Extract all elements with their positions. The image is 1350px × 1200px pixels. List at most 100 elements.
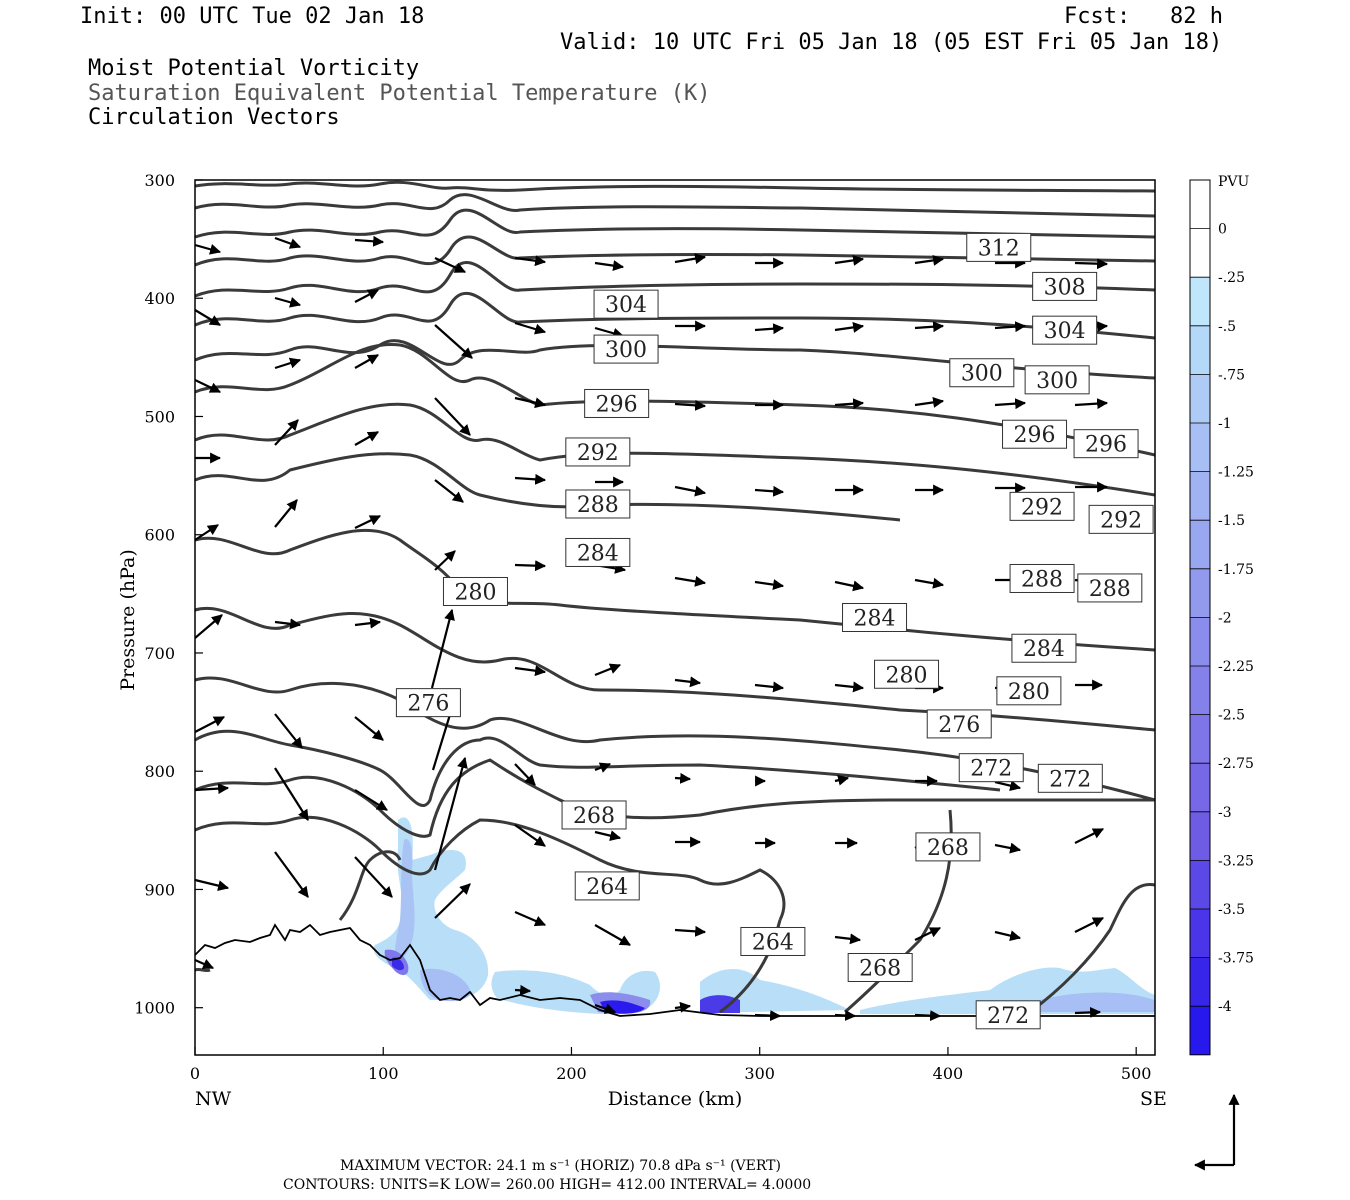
wind-vector (1074, 398, 1109, 410)
contour-label: 272 (1037, 763, 1103, 793)
wind-vector (594, 762, 612, 773)
wind-vector (194, 878, 230, 892)
wind-vector (594, 924, 631, 946)
contour-line (194, 815, 786, 921)
svg-text:300: 300 (961, 362, 1003, 387)
colorbar-label: -1.5 (1218, 513, 1245, 529)
wind-vector (354, 235, 385, 247)
contour-label: 288 (1009, 563, 1075, 593)
contours-note: CONTOURS: UNITS=K LOW= 260.00 HIGH= 412.… (283, 1177, 811, 1193)
colorbar-swatch (1190, 617, 1210, 666)
colorbar-swatch (1190, 957, 1210, 1007)
colorbar-label: -3.25 (1218, 853, 1254, 869)
y-tick-label: 300 (144, 171, 175, 190)
x-tick-label: 400 (933, 1064, 964, 1083)
svg-text:304: 304 (605, 293, 647, 318)
contour-label: 268 (915, 832, 981, 862)
contour-label: 300 (1024, 365, 1090, 395)
contour-label: 296 (1073, 429, 1139, 459)
colorbar-label: -2.75 (1218, 756, 1254, 772)
y-tick-label: 500 (144, 407, 175, 426)
svg-text:276: 276 (407, 692, 449, 717)
wind-vector (674, 399, 707, 411)
contour-labels: 312 308 304 304 300 300 300 296 296 296 292 292 292 2… (395, 232, 1154, 1030)
contour-label: 264 (574, 871, 640, 901)
contour-label: 276 (395, 688, 461, 718)
wind-vector (594, 830, 622, 842)
contour-label: 292 (1009, 491, 1075, 521)
wind-vector (434, 883, 471, 919)
wind-vector (514, 910, 547, 927)
svg-text:264: 264 (752, 930, 794, 955)
colorbar-swatch (1190, 520, 1210, 569)
wind-vector (834, 1010, 857, 1021)
contour-label: 268 (847, 953, 913, 982)
contour-line (194, 729, 1001, 807)
colorbar-swatch (1190, 909, 1210, 958)
colorbar-swatch (1190, 325, 1210, 375)
colorbar-swatch (1190, 1006, 1210, 1055)
wind-vector (194, 379, 221, 393)
colorbar-swatch (1190, 277, 1210, 326)
contour-line (194, 402, 1156, 497)
svg-text:284: 284 (577, 541, 619, 566)
wind-vector (514, 824, 546, 847)
contour-label: 304 (1032, 315, 1098, 345)
wind-vector (354, 716, 384, 741)
wind-vector (434, 397, 471, 436)
axes: 0 100 200 300 400 500 300 400 500 600 700 800 900 100… (134, 171, 1151, 1083)
y-tick-label: 400 (144, 289, 175, 308)
y-tick-label: 600 (144, 526, 175, 545)
wind-vector (994, 780, 1022, 792)
svg-text:288: 288 (1021, 567, 1063, 592)
colorbar-swatch (1190, 423, 1210, 472)
contour-line (194, 235, 1156, 267)
wind-vector (834, 254, 865, 266)
field-title-vectors: Circulation Vectors (88, 105, 340, 130)
x-axis-se-label: SE (1140, 1088, 1167, 1110)
wind-vector (594, 260, 625, 272)
colorbar-swatch (1190, 763, 1210, 812)
circulation-vectors (194, 235, 1109, 1022)
contour-label: 312 (966, 232, 1032, 262)
wind-vector (834, 933, 862, 945)
mpv-region (700, 995, 740, 1013)
wind-vector (194, 243, 222, 255)
wind-vector (834, 774, 850, 786)
colorbar-label: -2.5 (1218, 708, 1245, 724)
mpv-region (1040, 992, 1155, 1012)
wind-vector (994, 842, 1022, 854)
contour-label: 272 (958, 753, 1024, 783)
wind-vector (274, 296, 302, 308)
contour-line (194, 342, 1156, 457)
colorbar-label: 0 (1218, 222, 1227, 238)
contour-label: 268 (561, 800, 627, 830)
wind-vector (514, 665, 547, 677)
wind-vector (274, 419, 299, 446)
colorbar-swatch (1190, 228, 1210, 278)
wind-vector (354, 789, 388, 811)
svg-text:308: 308 (1044, 275, 1086, 300)
wind-vector (674, 925, 707, 937)
contour-line (194, 291, 1156, 340)
wind-vector (434, 324, 473, 359)
contour-line (194, 676, 1156, 802)
x-tick-label: 500 (1121, 1064, 1152, 1083)
svg-text:292: 292 (1021, 495, 1063, 520)
x-tick-label: 0 (190, 1064, 200, 1083)
wind-vector (194, 524, 219, 541)
contour-line (194, 452, 901, 522)
svg-text:268: 268 (927, 836, 969, 861)
wind-vector (354, 431, 379, 446)
colorbar-label: -3.5 (1218, 902, 1245, 918)
wind-vector (914, 321, 945, 333)
colorbar-label: -4 (1218, 999, 1232, 1015)
contour-line (338, 850, 402, 921)
contour-line (194, 208, 1156, 239)
wind-vector (754, 1010, 782, 1022)
wind-vector (674, 485, 707, 497)
contour-label: 292 (565, 437, 631, 467)
svg-text:268: 268 (859, 957, 901, 982)
wind-vector (1074, 828, 1104, 844)
contour-label: 280 (874, 659, 940, 689)
